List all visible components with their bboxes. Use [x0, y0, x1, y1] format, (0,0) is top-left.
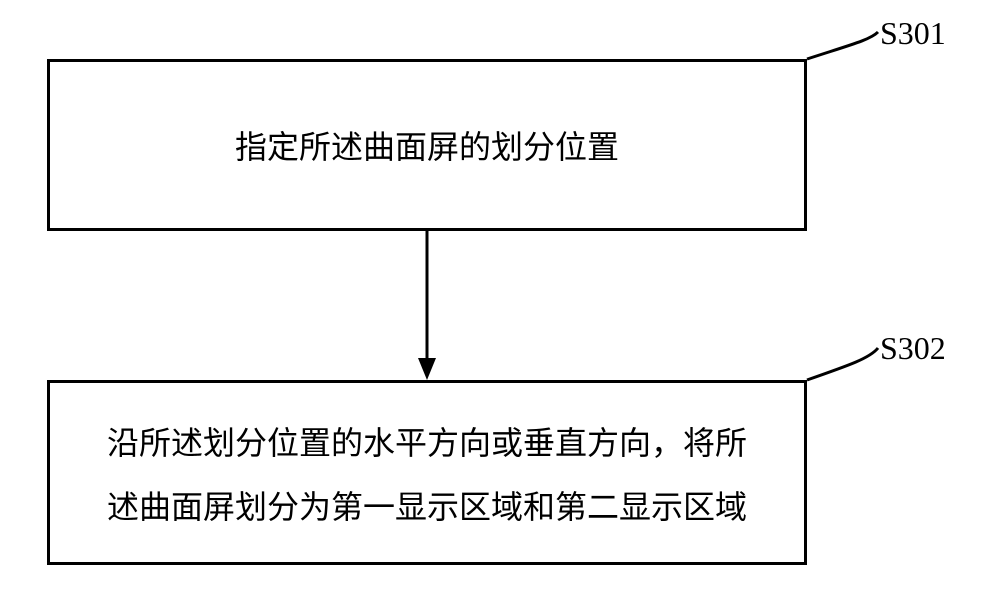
- step-text-s302-line1: 沿所述划分位置的水平方向或垂直方向，将所: [50, 418, 804, 464]
- diagram-canvas: 指定所述曲面屏的划分位置 沿所述划分位置的水平方向或垂直方向，将所 述曲面屏划分…: [0, 0, 1000, 609]
- step-box-s301: 指定所述曲面屏的划分位置: [47, 59, 807, 231]
- step-box-s302: 沿所述划分位置的水平方向或垂直方向，将所 述曲面屏划分为第一显示区域和第二显示区…: [47, 380, 807, 565]
- step-text-s301: 指定所述曲面屏的划分位置: [50, 122, 804, 168]
- arrow-s301-to-s302: [418, 231, 436, 380]
- step-label-s301: S301: [880, 15, 946, 52]
- leader-line-s302: [807, 348, 878, 380]
- step-text-s302-line2: 述曲面屏划分为第一显示区域和第二显示区域: [50, 482, 804, 528]
- leader-line-s301: [807, 32, 878, 59]
- step-label-s302: S302: [880, 330, 946, 367]
